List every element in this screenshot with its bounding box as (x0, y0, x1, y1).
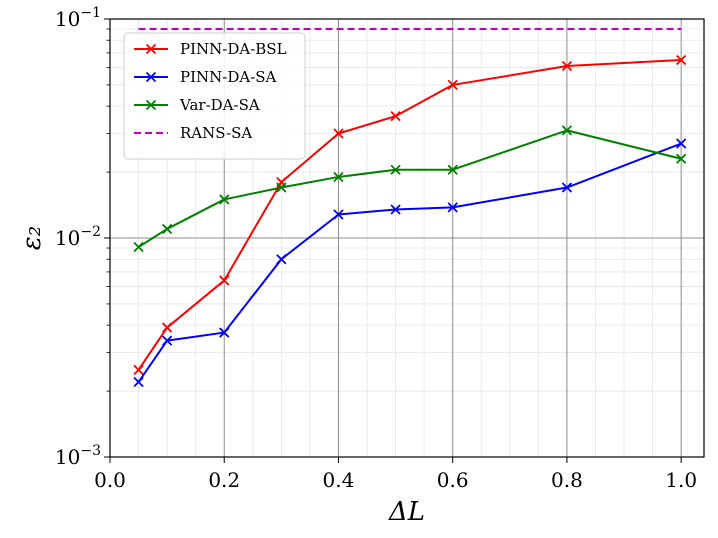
data-point-pinn-da-bsl (447, 79, 458, 91)
legend-item-pinn-da-sa: PINN-DA-SA (134, 68, 277, 86)
data-point-pinn-da-sa (161, 335, 173, 346)
legend-marker (145, 99, 157, 111)
legend: PINN-DA-BSL PINN-DA-SA Var-DA-SA RANS-SA (123, 32, 306, 160)
series-pinn-da-sa (133, 138, 687, 388)
x-tick-label: 0.6 (437, 468, 469, 492)
data-point-pinn-da-sa (390, 204, 401, 215)
data-point-pinn-da-sa (133, 376, 144, 388)
data-point-pinn-da-sa (219, 327, 230, 338)
data-point-pinn-da-sa (276, 254, 287, 265)
data-point-pinn-da-bsl (333, 128, 344, 139)
data-point-pinn-da-bsl (676, 54, 687, 66)
data-point-var-da-sa (219, 194, 230, 205)
series-line-pinn-da-sa (137, 142, 682, 383)
data-point-var-da-sa (561, 125, 573, 136)
x-tick-label: 0.2 (208, 468, 240, 492)
data-point-pinn-da-sa (676, 138, 687, 149)
data-point-pinn-da-bsl (133, 364, 144, 375)
data-point-pinn-da-sa (333, 209, 344, 220)
legend-item-rans-sa: RANS-SA (134, 124, 252, 142)
legend-label: PINN-DA-BSL (180, 40, 287, 58)
x-tick-label: 1.0 (665, 468, 697, 492)
x-axis-label: ΔL (388, 497, 425, 527)
legend-label: RANS-SA (180, 124, 252, 142)
plot-frame (109, 18, 705, 458)
data-point-var-da-sa (447, 164, 458, 175)
data-point-var-da-sa (676, 153, 687, 164)
series-layer (133, 28, 687, 388)
legend-label: Var-DA-SA (179, 96, 260, 114)
data-point-pinn-da-sa (447, 202, 458, 213)
data-point-pinn-da-bsl (161, 322, 173, 333)
y-tick-label: 10−1 (55, 5, 101, 31)
y-tick-label: 10−3 (55, 443, 101, 469)
legend-item-var-da-sa: Var-DA-SA (134, 96, 260, 114)
y-axis-label: ε₂ (17, 226, 47, 250)
x-tick-label: 0.8 (551, 468, 583, 492)
legend-box (123, 32, 306, 160)
legend-marker (145, 43, 157, 55)
y-tick-label: 10−2 (55, 224, 101, 250)
data-point-var-da-sa (276, 182, 287, 193)
x-tick-label: 0.0 (94, 468, 126, 492)
data-point-var-da-sa (133, 241, 144, 253)
series-pinn-da-bsl (133, 54, 687, 375)
x-tick-label: 0.4 (323, 468, 355, 492)
legend-marker (145, 71, 157, 83)
data-point-pinn-da-sa (561, 182, 573, 193)
series-var-da-sa (133, 125, 687, 253)
legend-label: PINN-DA-SA (180, 68, 277, 86)
data-point-var-da-sa (390, 164, 401, 175)
legend-item-pinn-da-bsl: PINN-DA-BSL (134, 40, 287, 58)
data-point-pinn-da-bsl (561, 60, 573, 72)
data-point-var-da-sa (161, 223, 173, 235)
data-point-pinn-da-bsl (219, 275, 230, 286)
data-point-var-da-sa (333, 171, 344, 183)
data-point-pinn-da-bsl (390, 111, 401, 122)
ticks-layer: 0.0 0.2 0.4 0.6 0.8 1.0 10−3 10−2 10−1 (55, 5, 697, 492)
